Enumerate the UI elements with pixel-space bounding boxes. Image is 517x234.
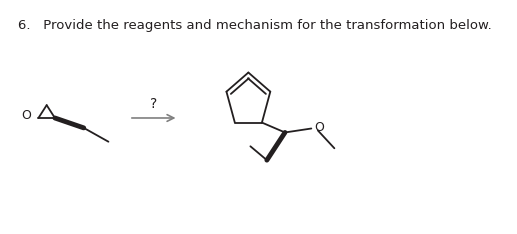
Text: O: O (21, 109, 31, 121)
Text: O: O (315, 121, 325, 134)
Text: 6.   Provide the reagents and mechanism for the transformation below.: 6. Provide the reagents and mechanism fo… (18, 19, 492, 32)
Text: ?: ? (150, 97, 157, 111)
